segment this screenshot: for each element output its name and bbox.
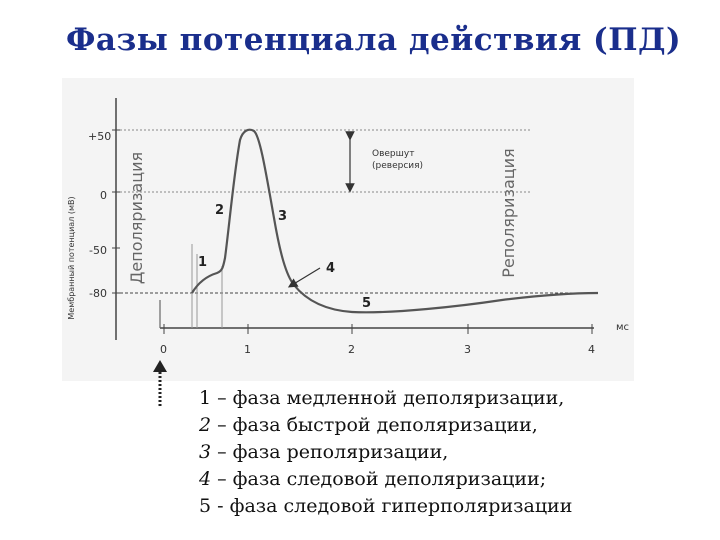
x-tick-label: 0 (160, 343, 167, 356)
y-tick-label: -50 (89, 244, 107, 257)
depolarization-label: Деполяризация (127, 152, 146, 284)
repolarization-label: Реполяризация (499, 148, 518, 277)
phase-legend: 1 – фаза медленной деполяризации, 2 – фа… (199, 385, 639, 520)
y-tick-label: +50 (88, 130, 111, 143)
legend-text: – фаза быстрой деполяризации, (211, 414, 538, 436)
slide-title: Фазы потенциала действия (ПД) (66, 22, 682, 58)
overshoot-label: Овершут (372, 149, 414, 159)
phase-marker-5: 5 (362, 296, 371, 311)
x-tick-label: 3 (464, 343, 471, 356)
legend-item: 1 – фаза медленной деполяризации, (199, 385, 639, 412)
overshoot-sublabel: (реверсия) (372, 161, 423, 171)
phase-marker-1: 1 (198, 255, 207, 270)
legend-item: 4 – фаза следовой деполяризации; (199, 466, 639, 493)
legend-text: – фаза следовой деполяризации; (211, 468, 547, 490)
x-tick-label: 1 (244, 343, 251, 356)
legend-item: 5 - фаза следовой гиперполяризации (199, 493, 639, 520)
legend-number: 5 (199, 495, 212, 517)
phase4-arrow (287, 267, 321, 288)
legend-text: – фаза реполяризации, (211, 441, 449, 463)
phase-marker-2: 2 (215, 203, 224, 218)
x-tick-label: 2 (348, 343, 355, 356)
legend-number: 4 (199, 468, 212, 490)
phase-marker-3: 3 (278, 209, 287, 224)
legend-text: – фаза медленной деполяризации, (211, 387, 565, 409)
legend-item: 2 – фаза быстрой деполяризации, (199, 412, 639, 439)
x-tick-label: 4 (588, 343, 595, 356)
x-unit-label: мс (616, 322, 629, 333)
legend-number: 1 (199, 387, 212, 409)
y-axis-label: Мембранный потенциал (мВ) (67, 196, 76, 319)
legend-number: 3 (199, 441, 212, 463)
legend-text: - фаза следовой гиперполяризации (211, 495, 573, 517)
legend-item: 3 – фаза реполяризации, (199, 439, 639, 466)
diagram-canvas: Мембранный потенциал (мВ) +50 0 -50 -80 … (67, 98, 629, 356)
action-potential-diagram: Мембранный потенциал (мВ) +50 0 -50 -80 … (62, 78, 634, 406)
y-tick-label: -80 (89, 287, 107, 300)
stimulus-arrow-icon (153, 360, 167, 406)
phase-marker-4: 4 (326, 261, 335, 276)
y-tick-label: 0 (100, 189, 107, 202)
legend-number: 2 (199, 414, 212, 436)
action-potential-curve (191, 128, 599, 314)
